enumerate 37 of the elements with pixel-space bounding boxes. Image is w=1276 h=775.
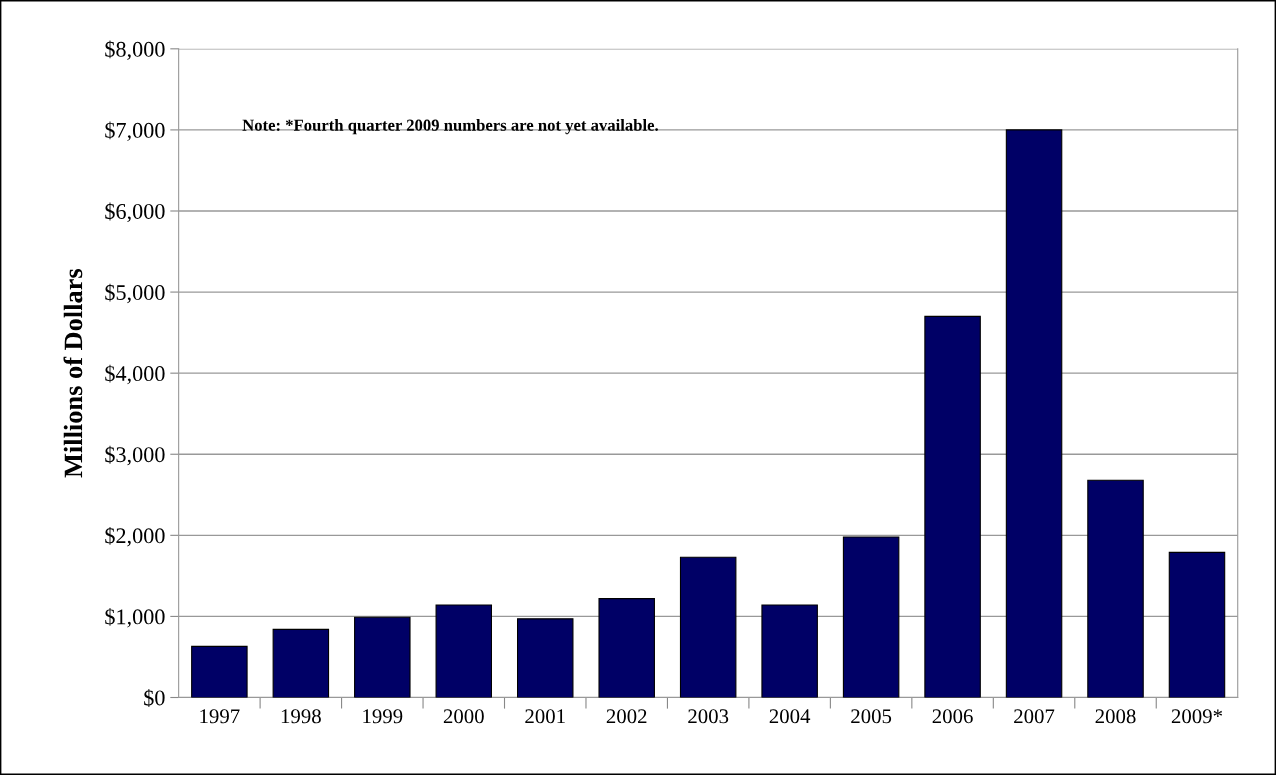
y-tick-label: $6,000 <box>105 202 165 223</box>
bar <box>1087 479 1144 698</box>
y-tick-label: $8,000 <box>105 40 165 60</box>
bar <box>1005 129 1063 698</box>
x-tick-label: 2006 <box>932 709 973 724</box>
bar <box>679 556 737 698</box>
y-tick-label: $5,000 <box>105 283 165 304</box>
bar <box>598 598 655 698</box>
bar <box>1168 551 1226 698</box>
y-tick-label: $2,000 <box>105 526 165 547</box>
bar <box>354 616 411 698</box>
x-tick-label: 1999 <box>363 709 403 724</box>
bar <box>516 618 574 698</box>
bar <box>272 628 330 698</box>
bar <box>924 315 981 698</box>
x-tick-label: 2003 <box>688 709 729 724</box>
x-tick-label: 2004 <box>769 709 811 724</box>
x-tick-label: 1997 <box>200 709 240 724</box>
x-tick-label: 2005 <box>851 709 892 724</box>
bar <box>842 536 900 698</box>
x-tick-label: 1998 <box>281 709 321 724</box>
y-tick-label: $4,000 <box>105 364 165 385</box>
y-axis-title: Millions of Dollars <box>63 268 83 478</box>
y-tick-label: $3,000 <box>105 445 165 466</box>
y-tick-label: $0 <box>144 689 165 707</box>
y-tick-label: $7,000 <box>105 121 165 142</box>
bar <box>435 604 493 698</box>
x-tick-label: 2009* <box>1171 709 1223 724</box>
x-tick-label: 2002 <box>606 709 647 724</box>
x-tick-label: 2000 <box>443 709 484 724</box>
y-tick-label: $1,000 <box>105 608 165 628</box>
x-tick-label: 2007 <box>1014 709 1055 724</box>
bar <box>191 645 248 698</box>
x-tick-label: 2008 <box>1095 709 1136 724</box>
x-tick-label: 2001 <box>525 709 565 724</box>
annotation: Note: *Fourth quarter 2009 numbers are not yet available. <box>242 119 658 135</box>
bar <box>761 604 818 698</box>
